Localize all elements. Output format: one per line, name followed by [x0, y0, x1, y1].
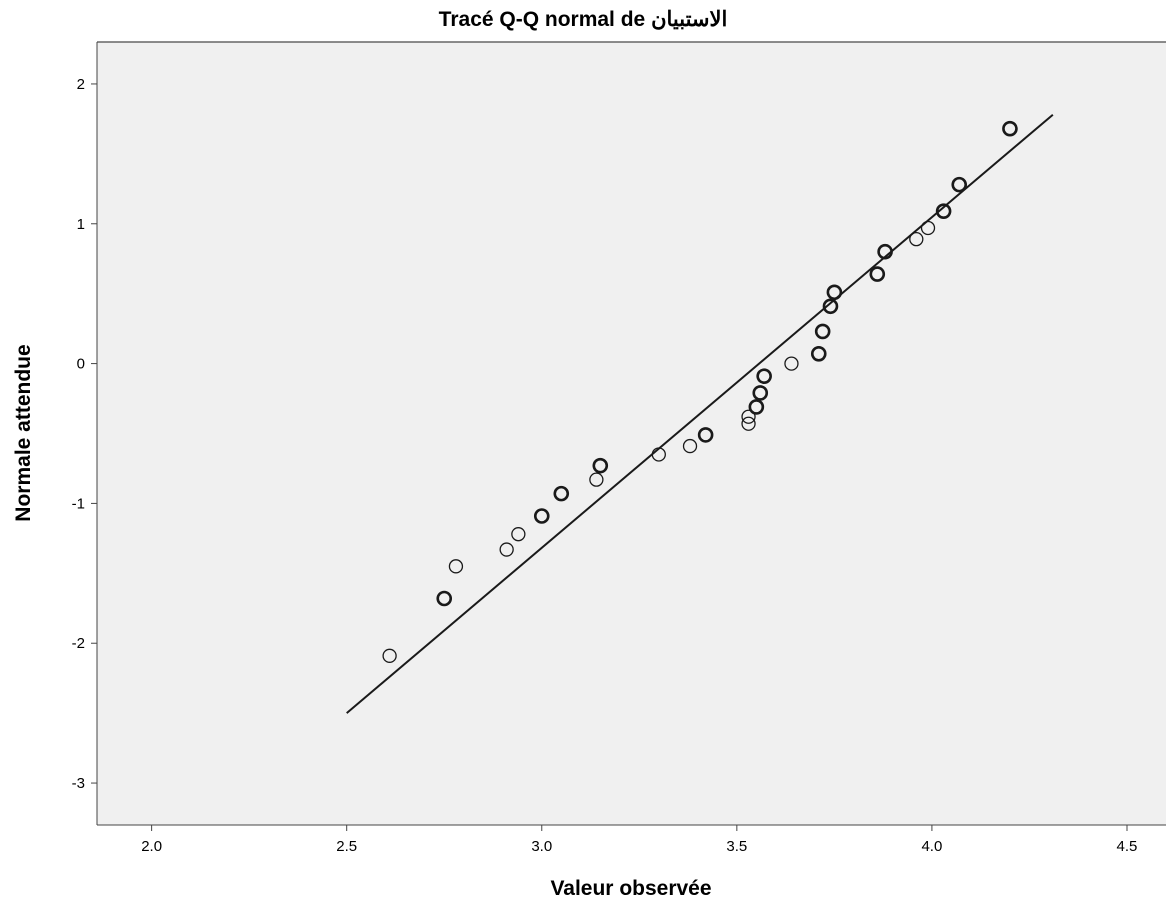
x-tick-label: 4.0	[921, 838, 942, 855]
normal-reference-line	[346, 113, 1054, 714]
data-point	[592, 457, 609, 474]
data-point	[822, 298, 839, 315]
data-point	[382, 648, 397, 663]
data-point	[499, 542, 514, 557]
data-point	[951, 176, 968, 193]
y-axis-title: Normale attendue	[12, 344, 35, 521]
data-point	[748, 399, 765, 415]
data-point	[697, 427, 714, 443]
data-point	[826, 284, 843, 301]
data-point	[436, 590, 453, 607]
data-point	[589, 472, 604, 487]
data-point	[682, 438, 698, 454]
y-tick-label: -3	[72, 775, 85, 792]
x-tick-label: 2.5	[336, 838, 357, 855]
data-point	[1002, 120, 1018, 137]
data-point	[810, 346, 827, 362]
data-point	[756, 368, 772, 384]
data-point	[935, 203, 952, 219]
data-point	[553, 485, 570, 502]
data-point	[752, 385, 769, 401]
data-point	[909, 231, 924, 247]
x-axis-title: Valeur observée	[550, 877, 711, 900]
data-point	[869, 266, 886, 282]
x-tick-label: 4.5	[1117, 838, 1138, 855]
y-tick-label: 0	[77, 356, 85, 373]
plot-area	[97, 42, 1166, 825]
data-point	[784, 356, 799, 371]
data-point	[448, 559, 464, 574]
reference-line-group	[346, 113, 1054, 714]
data-point	[651, 447, 666, 462]
x-tick-label: 3.5	[726, 838, 747, 855]
y-tick-label: -2	[72, 635, 85, 652]
x-tick-label: 3.0	[531, 838, 552, 855]
x-tick-label: 2.0	[141, 838, 162, 855]
data-point	[877, 243, 893, 260]
data-point	[533, 508, 550, 524]
y-tick-label: 1	[77, 216, 85, 233]
axes: 2.0 2.5 3.0 3.5 4.0 4.5 2 1 0 -1 -2 -3	[72, 41, 1166, 855]
data-point	[814, 323, 831, 340]
y-tick-label: 2	[77, 76, 85, 93]
data-point	[511, 527, 526, 542]
data-points	[382, 120, 1018, 663]
data-point	[741, 409, 756, 424]
y-tick-label: -1	[72, 495, 85, 512]
chart-title: Tracé Q-Q normal de الاستبيان	[439, 8, 728, 31]
data-point	[920, 220, 936, 236]
data-point	[741, 416, 756, 431]
